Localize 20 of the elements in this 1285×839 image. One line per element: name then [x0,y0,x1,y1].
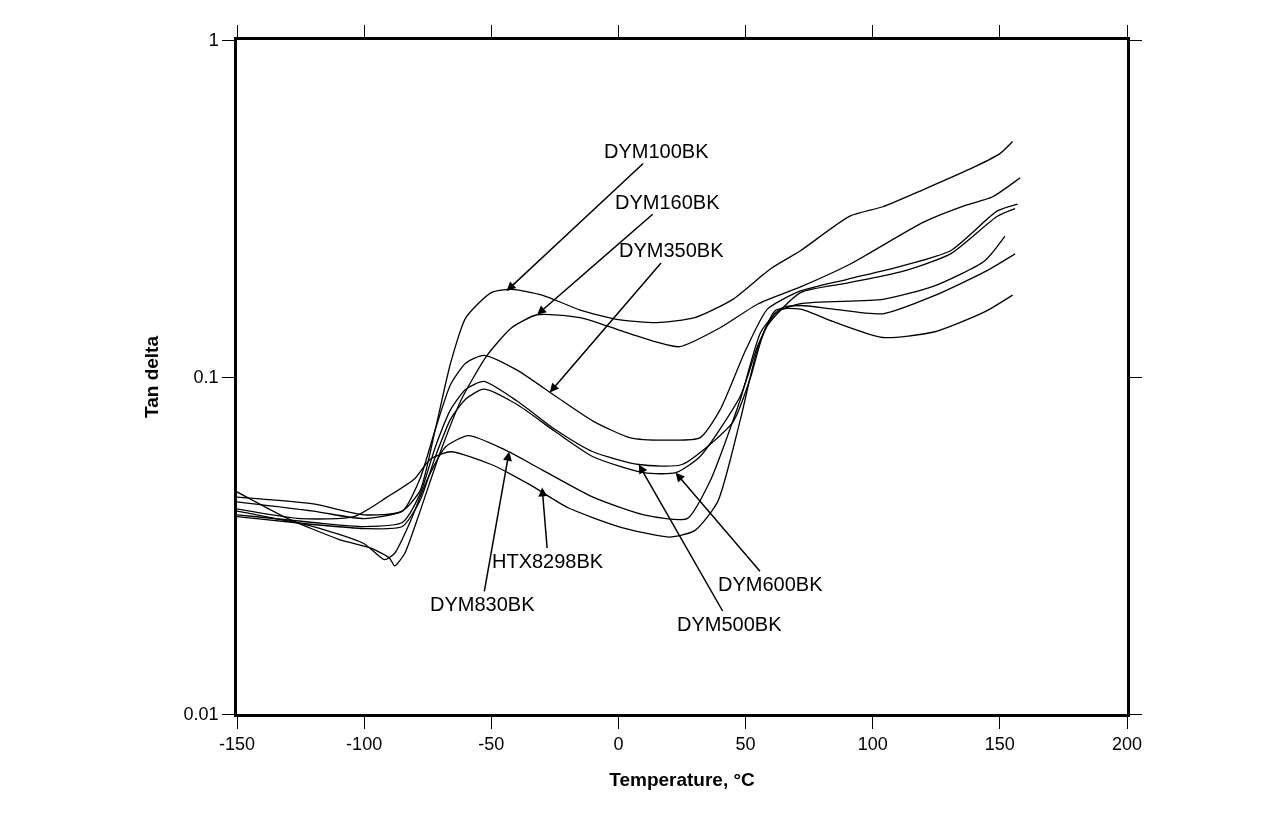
x-tick-label: -100 [346,734,383,755]
annotation: HTX8298BK [492,550,604,572]
annotation: DYM100BK [604,140,710,162]
annotation: DYM160BK [615,191,721,213]
annotation: DYM600BK [718,573,824,595]
x-tick-label: 50 [735,734,756,755]
x-axis-title: Temperature, °C [609,769,756,791]
annotation: DYM500BK [677,613,783,635]
annotation: DYM350BK [619,239,725,261]
annotation: DYM830BK [430,593,536,615]
y-tick-label: 0.01 [183,704,219,725]
x-tick-label: 100 [857,734,888,755]
y-tick-label: 1 [208,30,219,51]
x-tick-label: 200 [1111,734,1143,755]
y-tick-label: 0.1 [193,367,219,388]
x-tick-label: 150 [984,734,1015,755]
x-tick-label: -150 [218,734,256,755]
x-tick-label: -50 [478,734,505,755]
y-axis-title: Tan delta [141,335,163,418]
x-tick-label: 0 [613,734,624,755]
